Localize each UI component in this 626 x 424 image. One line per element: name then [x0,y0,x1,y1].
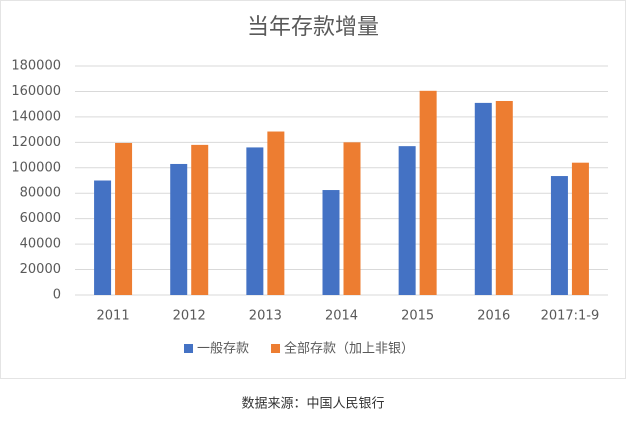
bar [343,142,361,295]
bar [495,100,513,295]
x-tick-label: 2013 [249,309,282,324]
y-tick-label: 80000 [20,186,61,201]
x-tick-label: 2011 [97,309,130,324]
bar [550,176,568,295]
bar [191,144,209,295]
y-tick-label: 180000 [11,59,61,74]
x-tick-label: 2017:1-9 [541,309,600,324]
source-note: 数据来源：中国人民银行 [241,397,384,412]
x-tick-label: 2014 [325,309,358,324]
bar [322,190,340,295]
y-tick-label: 40000 [20,237,61,252]
bar [246,147,264,295]
bar [571,162,589,295]
bar [94,180,112,295]
legend-label: 全部存款（加上非银） [284,341,414,357]
legend-swatch [184,344,193,353]
bar [267,131,285,295]
y-tick-label: 100000 [11,160,61,175]
chart-title: 当年存款增量 [247,15,379,40]
y-tick-label: 60000 [20,211,61,226]
y-tick-label: 0 [53,288,61,303]
y-tick-label: 20000 [20,262,61,277]
legend-swatch [271,344,281,353]
bar [474,102,492,296]
x-tick-label: 2016 [477,309,510,324]
bar [398,146,416,295]
x-tick-label: 2015 [401,309,434,324]
legend-label: 一般存款 [197,341,249,357]
y-tick-label: 120000 [11,135,61,150]
x-tick-label: 2012 [173,309,206,324]
y-tick-label: 160000 [11,84,61,99]
bar [170,163,188,295]
bar [419,90,437,295]
y-tick-label: 140000 [11,109,61,124]
bar [115,142,133,295]
